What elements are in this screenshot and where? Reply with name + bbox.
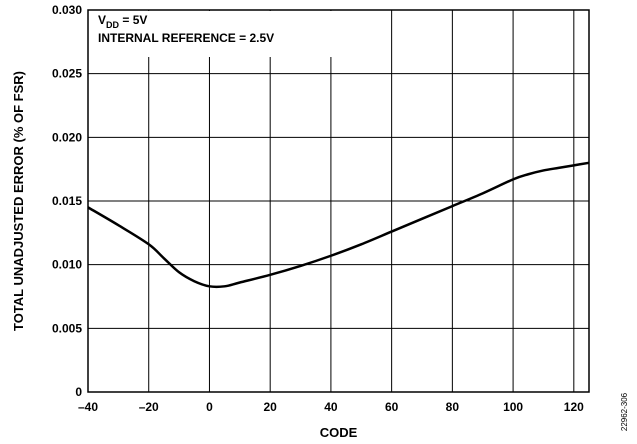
grid	[88, 10, 589, 392]
annotation-background	[89, 11, 339, 57]
y-tick-label: 0.020	[52, 130, 82, 144]
x-tick-label: –40	[78, 400, 98, 414]
y-tick-label: 0.015	[52, 194, 82, 208]
y-tick-label: 0.010	[52, 258, 82, 272]
x-tick-label: –20	[139, 400, 159, 414]
x-tick-label: 0	[206, 400, 213, 414]
y-axis-title: TOTAL UNADJUSTED ERROR (% OF FSR)	[11, 71, 26, 331]
y-tick-label: 0.005	[52, 321, 82, 335]
plot-frame	[87, 9, 590, 393]
x-tick-label: 120	[564, 400, 584, 414]
annotation-vdd-suffix: = 5V	[119, 13, 147, 27]
x-tick-label: 20	[264, 400, 278, 414]
series-layer	[87, 161, 590, 289]
y-tick-label: 0.025	[52, 67, 82, 81]
x-tick-label: 60	[385, 400, 399, 414]
annotation-vdd-subscript: DD	[106, 20, 119, 30]
series-line-0	[87, 161, 590, 289]
x-tick-label: 80	[446, 400, 460, 414]
annotation-reference: INTERNAL REFERENCE = 2.5V	[98, 31, 274, 45]
annotation-vdd-prefix: V	[98, 13, 106, 27]
y-tick-label: 0	[75, 385, 82, 399]
y-tick-label: 0.030	[52, 3, 82, 17]
figure-id: 22962-306	[620, 392, 629, 431]
annotation-vdd: VDD = 5V	[98, 13, 147, 30]
x-tick-label: 40	[324, 400, 338, 414]
tick-labels: –40 –20 0 20 40 60 80 100 120 0 0.005 0.010 0.015 0.0…	[52, 3, 584, 414]
x-axis-title: CODE	[320, 425, 358, 440]
x-tick-label: 100	[503, 400, 523, 414]
